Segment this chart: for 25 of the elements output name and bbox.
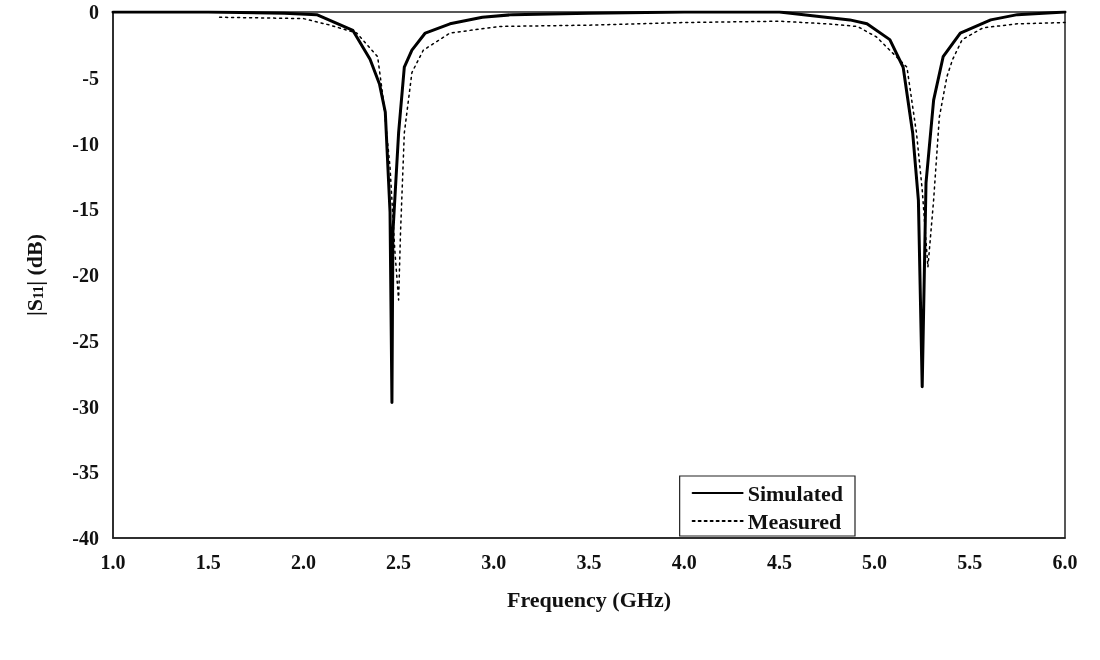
x-tick-label: 1.5 xyxy=(195,551,221,573)
y-axis-title: |S11| (dB) xyxy=(21,233,47,317)
x-tick-label: 2.5 xyxy=(386,551,412,573)
x-tick-label: 5.5 xyxy=(957,551,983,573)
x-tick-label: 3.0 xyxy=(481,551,507,573)
y-tick-label: -35 xyxy=(72,461,99,484)
y-tick-label: 0 xyxy=(89,1,99,23)
legend-label: Simulated xyxy=(747,480,844,506)
y-tick-label: -15 xyxy=(72,198,99,221)
x-tick-label: 5.0 xyxy=(862,551,888,573)
x-tick-label: 3.5 xyxy=(576,551,602,573)
y-tick-label: -25 xyxy=(72,329,99,352)
x-tick-label: 1.0 xyxy=(100,551,126,573)
line-series xyxy=(111,10,1067,405)
x-tick-label: 2.0 xyxy=(290,551,316,573)
legend-label: Measured xyxy=(747,508,842,534)
x-tick-label: 6.0 xyxy=(1052,551,1078,573)
y-tick-label: -5 xyxy=(82,66,99,89)
y-tick-label: -10 xyxy=(72,132,99,155)
x-tick-label: 4.0 xyxy=(671,551,697,573)
x-tick-label: 4.5 xyxy=(766,551,792,573)
y-tick-label: -30 xyxy=(72,395,99,418)
y-tick-label: -40 xyxy=(72,527,99,549)
x-axis-title: Frequency (GHz) xyxy=(507,586,671,612)
y-tick-label: -20 xyxy=(72,264,99,286)
